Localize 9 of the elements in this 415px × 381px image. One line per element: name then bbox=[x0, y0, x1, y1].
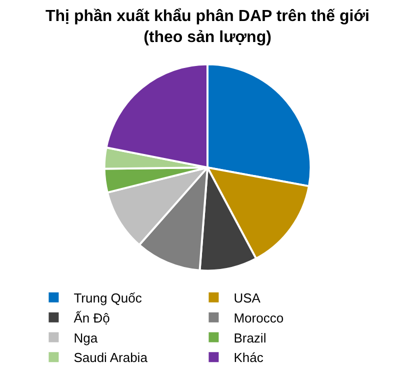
legend-label: Ấn Độ bbox=[74, 310, 110, 326]
legend-label: Khác bbox=[234, 350, 264, 366]
legend-label: Brazil bbox=[234, 330, 266, 346]
legend-label: Nga bbox=[74, 330, 98, 346]
legend-label: Morocco bbox=[234, 310, 284, 326]
legend-label: USA bbox=[234, 290, 261, 306]
legend-label: Trung Quốc bbox=[74, 290, 142, 306]
legend-label: Saudi Arabia bbox=[74, 350, 148, 366]
chart-title: Thị phần xuất khẩu phân DAP trên thế giới (theo sản lượng) bbox=[46, 8, 370, 46]
